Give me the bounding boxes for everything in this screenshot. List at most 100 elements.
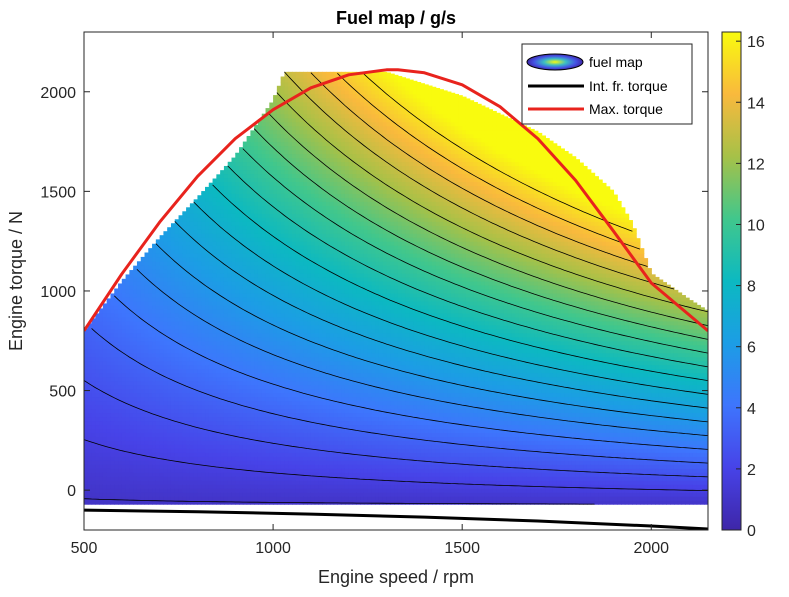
map-cell [254, 360, 259, 366]
map-cell [159, 348, 165, 354]
map-cell [310, 372, 316, 378]
map-cell [299, 436, 304, 441]
map-cell [91, 448, 96, 453]
map-cell [114, 424, 119, 429]
map-cell [269, 237, 274, 242]
map-cell [220, 300, 225, 306]
map-cell [201, 396, 206, 402]
map-cell [288, 408, 293, 414]
map-cell [182, 452, 187, 457]
map-cell [292, 480, 297, 485]
map-cell [159, 320, 165, 326]
map-cell [208, 392, 214, 398]
map-cell [288, 316, 293, 322]
map-cell [133, 380, 138, 386]
map-cell [152, 288, 157, 294]
map-cell [265, 496, 270, 501]
map-cell [295, 488, 301, 493]
map-cell [186, 348, 191, 354]
map-cell [299, 488, 304, 493]
map-cell [314, 201, 320, 206]
map-cell [280, 448, 286, 453]
map-cell [303, 221, 308, 226]
map-cell [84, 364, 89, 370]
map-cell [250, 460, 255, 465]
map-cell [231, 472, 236, 477]
map-cell [265, 448, 270, 453]
map-cell [261, 296, 267, 302]
map-cell [299, 121, 304, 127]
map-cell [273, 281, 278, 286]
map-cell [231, 225, 236, 230]
map-cell [254, 476, 259, 481]
map-cell [208, 432, 214, 437]
map-cell [193, 340, 199, 346]
map-cell [193, 288, 199, 294]
map-cell [84, 352, 89, 358]
map-cell [246, 201, 251, 206]
map-cell [246, 428, 251, 433]
map-cell [189, 452, 195, 457]
map-cell [276, 189, 282, 194]
map-cell [95, 484, 100, 489]
map-cell [269, 245, 274, 250]
map-cell [254, 209, 259, 214]
map-cell [307, 281, 312, 286]
map-cell [223, 408, 229, 414]
map-cell [261, 320, 267, 326]
map-cell [280, 105, 286, 111]
map-cell [95, 472, 100, 477]
map-cell [148, 436, 153, 441]
map-cell [193, 408, 199, 414]
map-cell [254, 416, 259, 422]
map-cell [140, 452, 146, 457]
map-cell [220, 189, 225, 194]
map-cell [231, 249, 236, 254]
map-cell [205, 492, 210, 497]
map-cell [189, 428, 195, 433]
map-cell [208, 245, 214, 250]
map-cell [254, 488, 259, 493]
map-cell [163, 356, 168, 362]
map-cell [231, 368, 236, 374]
map-cell [197, 336, 202, 342]
map-cell [246, 237, 251, 242]
map-cell [87, 464, 93, 469]
map-cell [91, 468, 96, 473]
map-cell [91, 496, 96, 501]
map-cell [314, 428, 320, 433]
map-cell [84, 444, 89, 449]
map-cell [231, 384, 236, 390]
map-cell [235, 340, 240, 346]
map-cell [303, 404, 308, 410]
map-cell [261, 420, 267, 426]
map-cell [148, 404, 153, 410]
map-cell [265, 288, 270, 294]
map-cell [318, 336, 323, 342]
map-cell [178, 476, 183, 481]
map-cell [220, 225, 225, 230]
map-cell [140, 468, 146, 473]
map-cell [129, 380, 134, 386]
map-cell [170, 308, 176, 314]
map-cell [227, 217, 233, 222]
map-cell [280, 296, 286, 302]
map-cell [212, 448, 217, 453]
map-cell [273, 376, 278, 382]
map-cell [220, 444, 225, 449]
map-cell [212, 316, 217, 322]
map-cell [288, 93, 293, 99]
map-cell [121, 408, 127, 414]
map-cell [216, 253, 221, 258]
map-cell [246, 221, 251, 226]
map-cell [307, 496, 312, 501]
map-cell [155, 308, 161, 314]
map-cell [235, 161, 240, 167]
map-cell [106, 384, 112, 390]
map-cell [239, 352, 244, 358]
map-cell [170, 440, 176, 445]
map-cell [242, 213, 248, 218]
map-cell [239, 332, 244, 338]
map-cell [284, 412, 289, 418]
map-cell [140, 440, 146, 445]
